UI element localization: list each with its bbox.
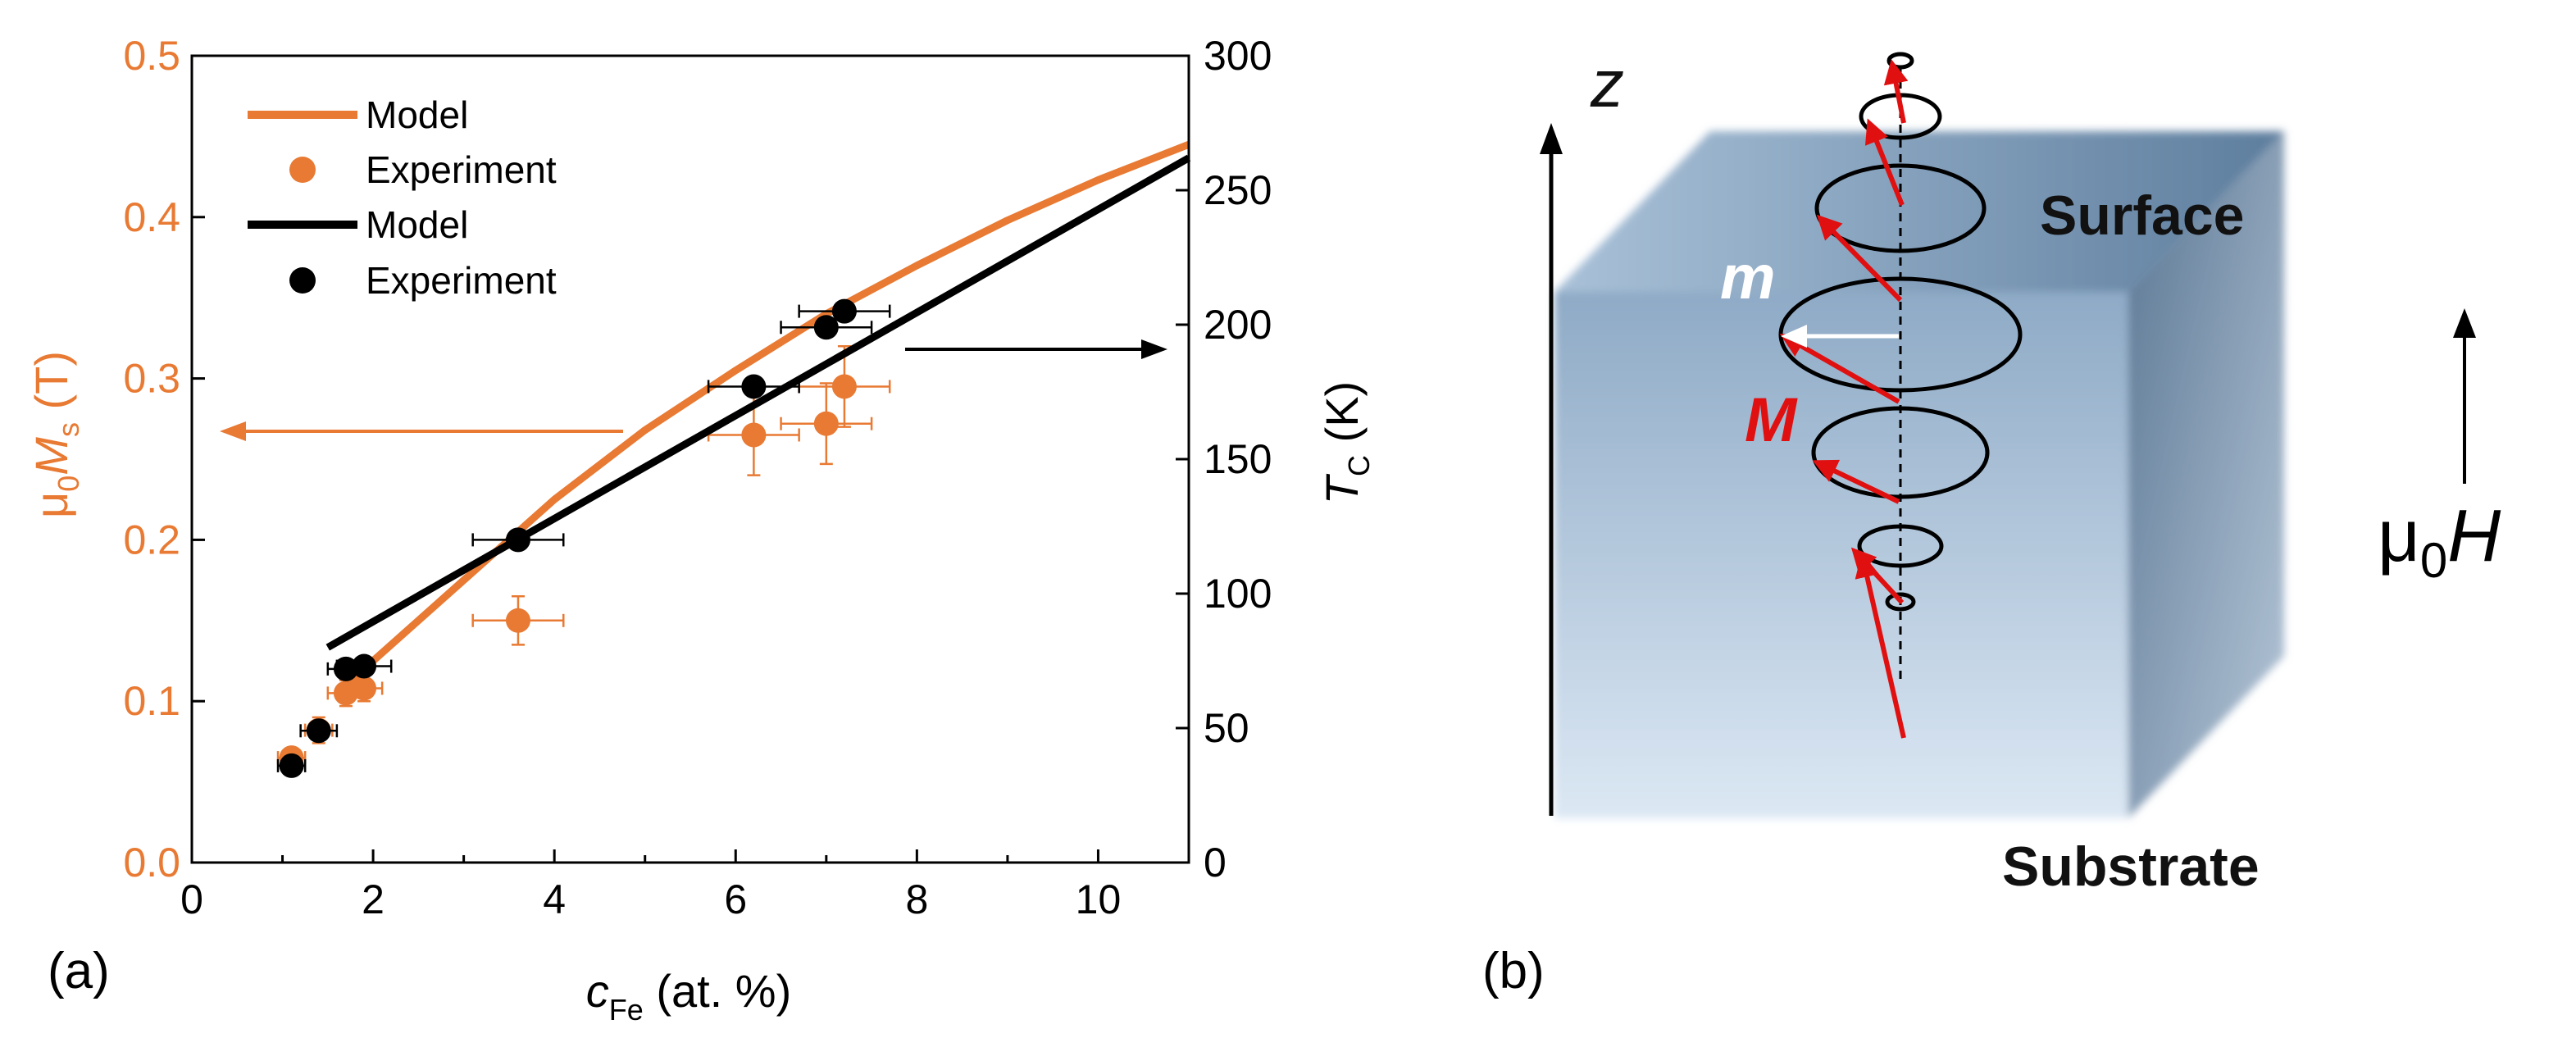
plot-frame — [190, 54, 1190, 864]
substrate-label: Substrate — [2002, 835, 2260, 898]
data-point-black — [707, 374, 800, 399]
model-line-black — [325, 154, 1191, 651]
y-right-tick-label: 200 — [1204, 302, 1272, 348]
y-left-tick-label: 0.2 — [123, 517, 180, 562]
model-line-orange — [334, 141, 1190, 696]
y-left-tick-label: 0.5 — [123, 33, 180, 79]
x-tick-label: 4 — [543, 876, 566, 922]
magnetization-arrow — [1850, 547, 1905, 605]
marker — [352, 676, 377, 701]
marker — [279, 753, 304, 778]
x-tick-label: 6 — [724, 876, 747, 922]
marker — [813, 411, 839, 436]
panel-a-chart: 0 2 4 6 8 10 0.0 0.1 0.2 0.3 0.4 0.5 0 50 100 150 200 250… — [25, 33, 1376, 1027]
data-point-black — [326, 656, 366, 681]
precession-ellipse — [1814, 163, 1987, 253]
z-axis-arrow — [1540, 123, 1563, 816]
magnetization-arrow — [1816, 214, 1903, 303]
left-axis-indicator-arrow — [220, 421, 623, 441]
label-m: m — [1720, 243, 1776, 312]
y-axis-right-label: TC (K) — [1316, 381, 1376, 504]
x-tick-label: 10 — [1076, 876, 1122, 922]
legend-label-model-orange: Model — [366, 93, 468, 136]
y-left-tick-label: 0.3 — [123, 356, 180, 402]
precession-ellipse — [1811, 406, 1990, 499]
panel-a-label: (a) — [48, 943, 110, 999]
y-left-tick-label: 0.1 — [123, 678, 180, 724]
magnetization-arrow — [1855, 553, 1906, 739]
marker — [352, 653, 377, 679]
legend-label-experiment-black: Experiment — [366, 259, 557, 302]
axis-ticks — [190, 54, 1189, 864]
data-point-black — [335, 653, 393, 679]
precession-ellipse — [1885, 592, 1916, 612]
magnetization-arrow — [1864, 118, 1905, 207]
right-axis-indicator-arrow — [905, 339, 1167, 359]
block-front-face — [1554, 292, 2128, 818]
data-point-orange — [471, 595, 565, 646]
field-label: μ0H — [2378, 495, 2501, 588]
y-right-tick-label: 0 — [1204, 840, 1227, 885]
marker — [831, 298, 857, 324]
precession-ellipse — [1857, 524, 1944, 568]
surface-label: Surface — [2040, 184, 2244, 247]
x-axis-label: cFe (at. %) — [586, 965, 791, 1027]
z-axis-label: z — [1590, 47, 1624, 121]
marker — [505, 608, 530, 633]
legend-label-model-black: Model — [366, 203, 468, 246]
field-arrow — [2453, 308, 2476, 484]
marker — [741, 374, 767, 399]
magnetization-arrow — [1883, 59, 1909, 124]
magnetization-arrow — [1812, 459, 1900, 504]
marker — [813, 315, 839, 340]
data-point-black — [299, 718, 339, 744]
axis-tick-labels: 0 2 4 6 8 10 0.0 0.1 0.2 0.3 0.4 0.5 0 50 100 150 200 250… — [123, 33, 1272, 922]
y-right-tick-label: 250 — [1204, 167, 1272, 213]
legend: Model Experiment Model Experiment — [248, 93, 557, 302]
y-left-tick-label: 0.0 — [123, 840, 180, 885]
marker — [333, 656, 358, 681]
sample-block — [1554, 131, 2284, 818]
legend-swatch-experiment-orange — [289, 157, 316, 183]
marker — [831, 374, 857, 399]
y-right-tick-label: 300 — [1204, 33, 1272, 79]
y-left-tick-label: 0.4 — [123, 194, 180, 240]
x-tick-label: 8 — [905, 876, 928, 922]
magnetization-arrow — [1779, 334, 1900, 404]
marker — [741, 422, 767, 448]
panel-b-diagram: z m M Surface — [1482, 47, 2501, 999]
block-top-face — [1554, 131, 2284, 292]
panel-b-label: (b) — [1482, 943, 1545, 999]
data-point-orange — [780, 382, 873, 466]
magnetization-vectors — [1779, 59, 1909, 739]
y-right-tick-label: 100 — [1204, 571, 1272, 617]
y-axis-left-label: μ0Ms (T) — [25, 351, 85, 518]
label-M: M — [1745, 385, 1798, 455]
marker — [306, 718, 331, 744]
marker — [505, 527, 530, 553]
chart-marks — [276, 141, 1191, 778]
legend-label-experiment-orange: Experiment — [366, 148, 557, 191]
y-right-tick-label: 150 — [1204, 436, 1272, 482]
data-point-black — [780, 315, 873, 340]
legend-swatch-experiment-black — [289, 267, 316, 294]
x-tick-label: 2 — [362, 876, 385, 922]
x-tick-label: 0 — [180, 876, 203, 922]
block-side-face — [2128, 131, 2284, 818]
y-right-tick-label: 50 — [1204, 705, 1249, 751]
data-point-orange — [798, 344, 891, 428]
data-point-black — [471, 527, 565, 553]
transverse-m-arrow — [1781, 325, 1899, 348]
data-point-black — [276, 753, 307, 778]
data-point-black — [798, 298, 891, 324]
